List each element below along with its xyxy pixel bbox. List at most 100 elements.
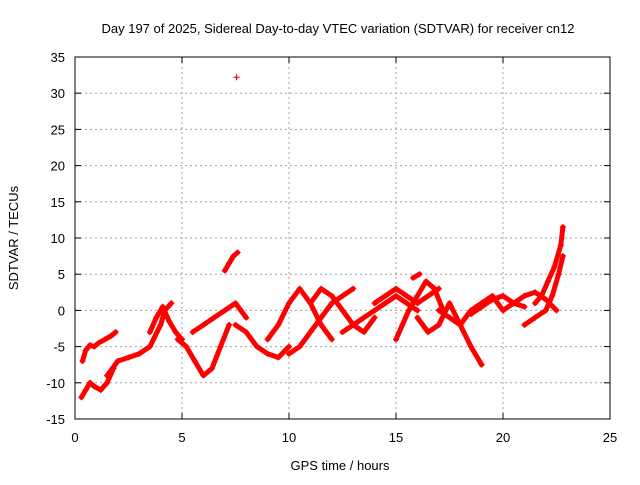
data-point	[307, 329, 314, 336]
data-point	[467, 311, 474, 318]
data-point	[422, 278, 429, 285]
data-point	[371, 300, 378, 307]
data-point	[318, 285, 325, 292]
data-point	[174, 336, 181, 343]
x-tick-label: 10	[282, 430, 296, 445]
y-tick-label: -10	[46, 376, 65, 391]
chart-title: Day 197 of 2025, Sidereal Day-to-day VTE…	[101, 21, 574, 36]
data-point	[414, 307, 421, 314]
data-point	[339, 329, 346, 336]
data-point	[544, 278, 551, 285]
data-point	[318, 314, 325, 321]
data-point	[189, 329, 196, 336]
x-axis-label: GPS time / hours	[291, 458, 390, 473]
data-point	[82, 347, 89, 354]
data-point	[467, 343, 474, 350]
y-axis-label: SDTVAR / TECUs	[6, 185, 21, 290]
data-point	[86, 342, 93, 349]
data-point	[549, 292, 556, 299]
data-point	[551, 263, 558, 270]
data-point	[435, 321, 442, 328]
data-point	[104, 379, 111, 386]
data-point	[446, 300, 453, 307]
data-point	[425, 329, 432, 336]
data-point	[208, 365, 215, 372]
data-point	[339, 292, 346, 299]
data-point	[399, 321, 406, 328]
data-point	[183, 343, 190, 350]
data-point	[532, 314, 539, 321]
data-point	[478, 303, 485, 310]
y-tick-label: 0	[58, 303, 65, 318]
data-point	[200, 372, 207, 379]
data-point	[296, 343, 303, 350]
series-track-i	[233, 322, 292, 360]
data-point	[166, 318, 173, 325]
data-point	[553, 307, 560, 314]
data-point	[559, 253, 566, 260]
data-point	[159, 303, 166, 310]
data-point	[146, 329, 153, 336]
data-point	[339, 307, 346, 314]
data-point	[264, 336, 271, 343]
data-point	[393, 336, 399, 343]
data-point	[328, 300, 335, 307]
data-point	[264, 350, 271, 357]
series-track	[233, 322, 292, 360]
data-point	[211, 314, 218, 321]
data-point	[104, 372, 111, 379]
data-point	[382, 292, 389, 299]
data-point	[403, 300, 410, 307]
data-point	[405, 307, 412, 314]
data-point	[233, 74, 240, 81]
grid	[75, 57, 610, 419]
data-point	[350, 321, 357, 328]
data-point	[307, 300, 314, 307]
data-point	[489, 296, 496, 303]
data-point	[555, 271, 562, 278]
data-point	[125, 354, 132, 361]
data-point	[101, 336, 108, 343]
data-point	[221, 267, 228, 274]
x-tick-label: 5	[178, 430, 185, 445]
data-point	[95, 339, 102, 346]
data-point	[435, 307, 442, 314]
data-markers	[78, 74, 566, 401]
x-tick-label: 25	[603, 430, 617, 445]
data-point	[532, 300, 539, 307]
data-point	[168, 300, 175, 307]
data-point	[136, 350, 143, 357]
data-point	[416, 271, 423, 278]
series-track-m	[340, 293, 420, 335]
data-point	[253, 343, 260, 350]
data-point	[191, 358, 198, 365]
series-track	[521, 253, 566, 328]
series-track-g	[222, 250, 241, 274]
data-point	[232, 300, 239, 307]
data-point	[542, 296, 549, 303]
data-point	[431, 285, 438, 292]
data-point	[79, 358, 86, 365]
data-point	[318, 321, 325, 328]
plot-frame	[74, 56, 611, 420]
data-point	[542, 307, 549, 314]
data-point	[557, 242, 564, 249]
data-point	[382, 300, 389, 307]
data-point	[371, 307, 378, 314]
y-tick-label: 20	[51, 159, 65, 174]
series-track-d	[147, 304, 185, 342]
data-point	[328, 292, 335, 299]
data-point	[221, 307, 228, 314]
data-point	[457, 321, 464, 328]
data-point	[360, 329, 367, 336]
data-point	[538, 292, 545, 299]
data-point	[226, 321, 233, 328]
data-point	[371, 314, 378, 321]
series-track	[340, 293, 420, 335]
series-track	[147, 304, 185, 342]
data-point	[286, 343, 292, 350]
data-point	[393, 292, 399, 299]
data-point	[521, 303, 528, 310]
data-point	[146, 343, 153, 350]
